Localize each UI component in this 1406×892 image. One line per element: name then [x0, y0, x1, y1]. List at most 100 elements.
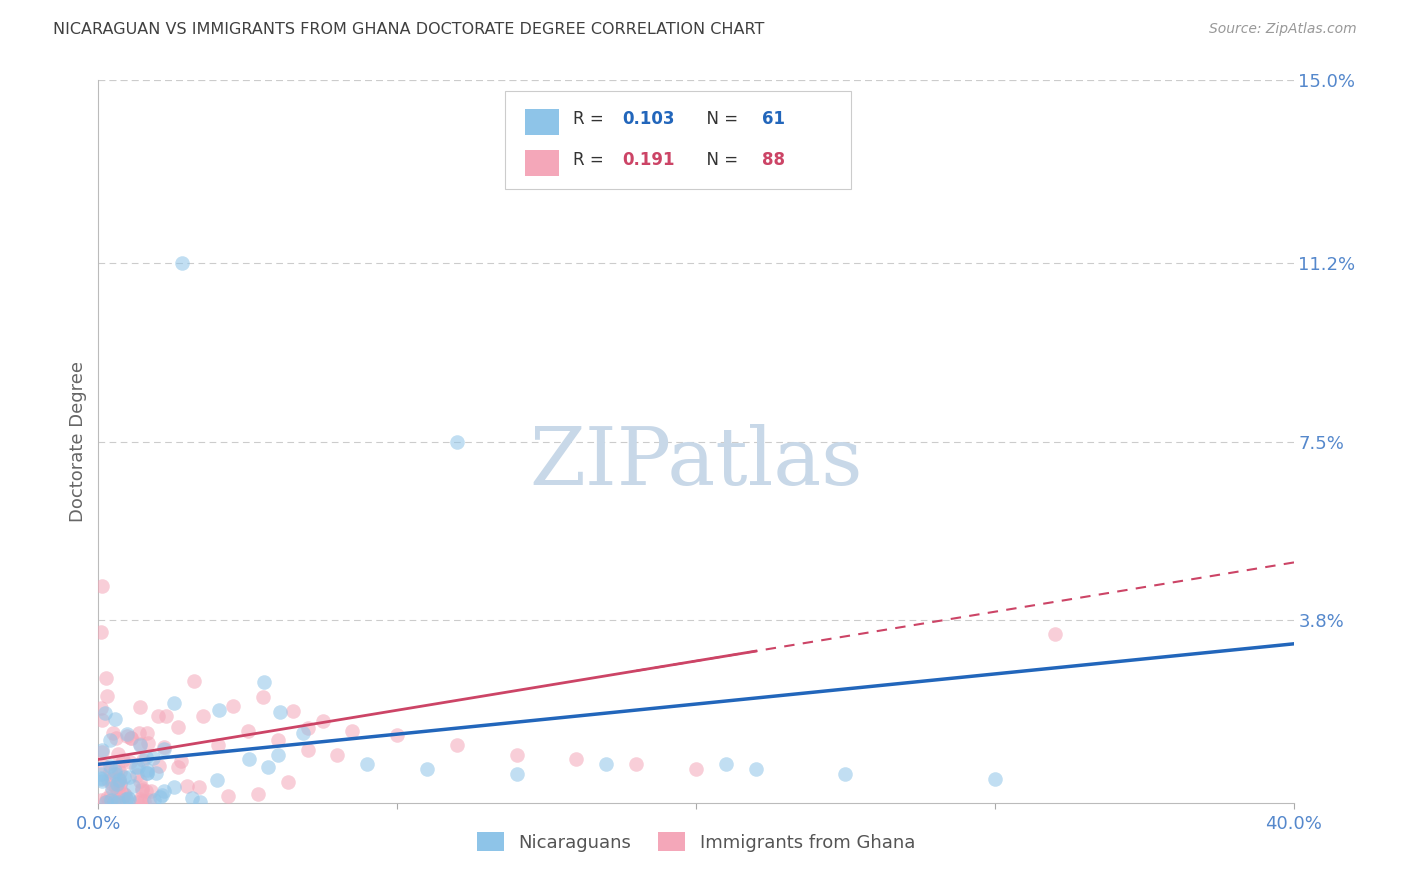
Point	[90, 773, 112, 788]
Point	[291, 726, 314, 740]
Point	[256, 760, 278, 774]
Point	[101, 781, 124, 796]
Point	[269, 705, 291, 719]
Point	[135, 726, 157, 740]
Point	[342, 723, 364, 738]
Point	[100, 776, 122, 790]
Point	[93, 759, 115, 773]
Point	[127, 760, 149, 774]
Point	[131, 783, 153, 797]
Point	[108, 776, 131, 790]
Point	[110, 795, 132, 809]
Point	[110, 784, 132, 798]
Point	[128, 792, 150, 806]
Point	[115, 727, 138, 741]
Text: ZIPatlas: ZIPatlas	[529, 425, 863, 502]
Point	[145, 766, 167, 780]
Point	[297, 743, 319, 757]
Point	[166, 759, 188, 773]
Point	[103, 795, 125, 809]
Point	[107, 795, 129, 809]
Point	[149, 789, 172, 804]
Point	[96, 795, 118, 809]
Point	[205, 773, 228, 788]
Point	[163, 780, 186, 794]
Point	[142, 751, 165, 765]
Point	[150, 788, 173, 802]
Point	[125, 760, 148, 774]
Point	[112, 787, 135, 801]
Point	[238, 752, 260, 766]
Point	[98, 759, 121, 773]
Point	[121, 779, 143, 793]
Point	[90, 771, 112, 785]
Point	[252, 690, 274, 704]
Point	[118, 756, 141, 770]
Legend: Nicaraguans, Immigrants from Ghana: Nicaraguans, Immigrants from Ghana	[470, 825, 922, 859]
Point	[91, 714, 114, 728]
Point	[135, 784, 157, 798]
Point	[187, 780, 209, 794]
Point	[111, 753, 134, 767]
Point	[714, 757, 737, 772]
Point	[326, 747, 349, 762]
Point	[118, 770, 141, 784]
Point	[128, 737, 150, 751]
Point	[120, 731, 142, 745]
Text: N =: N =	[696, 110, 744, 128]
Point	[100, 772, 122, 786]
Point	[91, 579, 114, 593]
Point	[100, 793, 122, 807]
Point	[267, 747, 290, 762]
Point	[97, 773, 120, 788]
Point	[685, 762, 707, 776]
Point	[984, 772, 1007, 786]
Point	[132, 753, 155, 767]
Point	[247, 787, 270, 801]
Point	[745, 762, 768, 776]
Point	[128, 700, 150, 714]
Point	[125, 768, 148, 782]
Point	[101, 726, 124, 740]
Point	[90, 793, 112, 807]
Point	[128, 726, 150, 740]
Point	[91, 745, 114, 759]
Point	[191, 709, 214, 723]
Point	[565, 752, 588, 766]
Point	[136, 736, 159, 750]
Point	[506, 767, 529, 781]
Point	[134, 794, 156, 808]
Point	[135, 766, 157, 780]
Point	[626, 757, 648, 772]
Point	[834, 767, 856, 781]
Point	[297, 721, 319, 735]
Point	[170, 754, 193, 768]
Point	[90, 767, 112, 781]
Point	[96, 790, 118, 805]
Point	[104, 780, 127, 795]
Point	[142, 793, 165, 807]
Point	[131, 794, 153, 808]
Text: R =: R =	[572, 151, 609, 169]
Text: Source: ZipAtlas.com: Source: ZipAtlas.com	[1209, 22, 1357, 37]
Point	[281, 704, 304, 718]
Point	[138, 793, 160, 807]
Point	[97, 795, 120, 809]
Text: R =: R =	[572, 110, 609, 128]
Point	[129, 739, 152, 753]
Point	[148, 759, 170, 773]
Point	[135, 766, 157, 780]
Point	[98, 732, 121, 747]
Point	[188, 795, 211, 809]
Point	[107, 747, 129, 762]
Point	[103, 764, 125, 779]
Point	[311, 714, 333, 728]
Point	[108, 772, 131, 787]
Point	[115, 792, 138, 806]
Point	[112, 771, 135, 785]
Point	[117, 791, 139, 805]
Point	[356, 757, 378, 772]
Point	[277, 775, 299, 789]
Point	[108, 777, 131, 791]
Point	[176, 780, 198, 794]
